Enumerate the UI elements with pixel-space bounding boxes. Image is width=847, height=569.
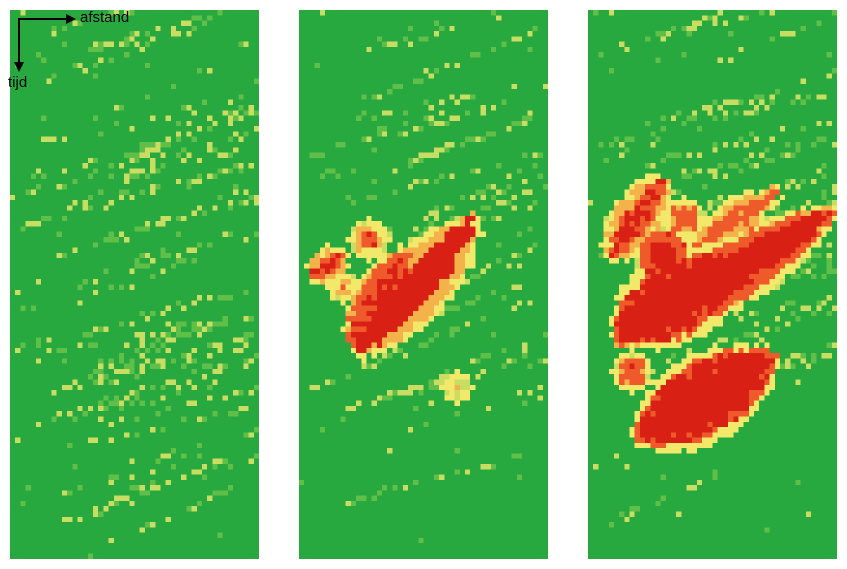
heatmap-panel-right xyxy=(588,10,837,559)
heatmap-panel-middle xyxy=(299,10,548,559)
figure-root: afstand tijd xyxy=(0,0,847,569)
heatmap-canvas-middle xyxy=(299,10,548,559)
heatmap-canvas-right xyxy=(588,10,837,559)
heatmap-panel-left xyxy=(10,10,259,559)
panel-row xyxy=(10,10,837,559)
heatmap-canvas-left xyxy=(10,10,259,559)
